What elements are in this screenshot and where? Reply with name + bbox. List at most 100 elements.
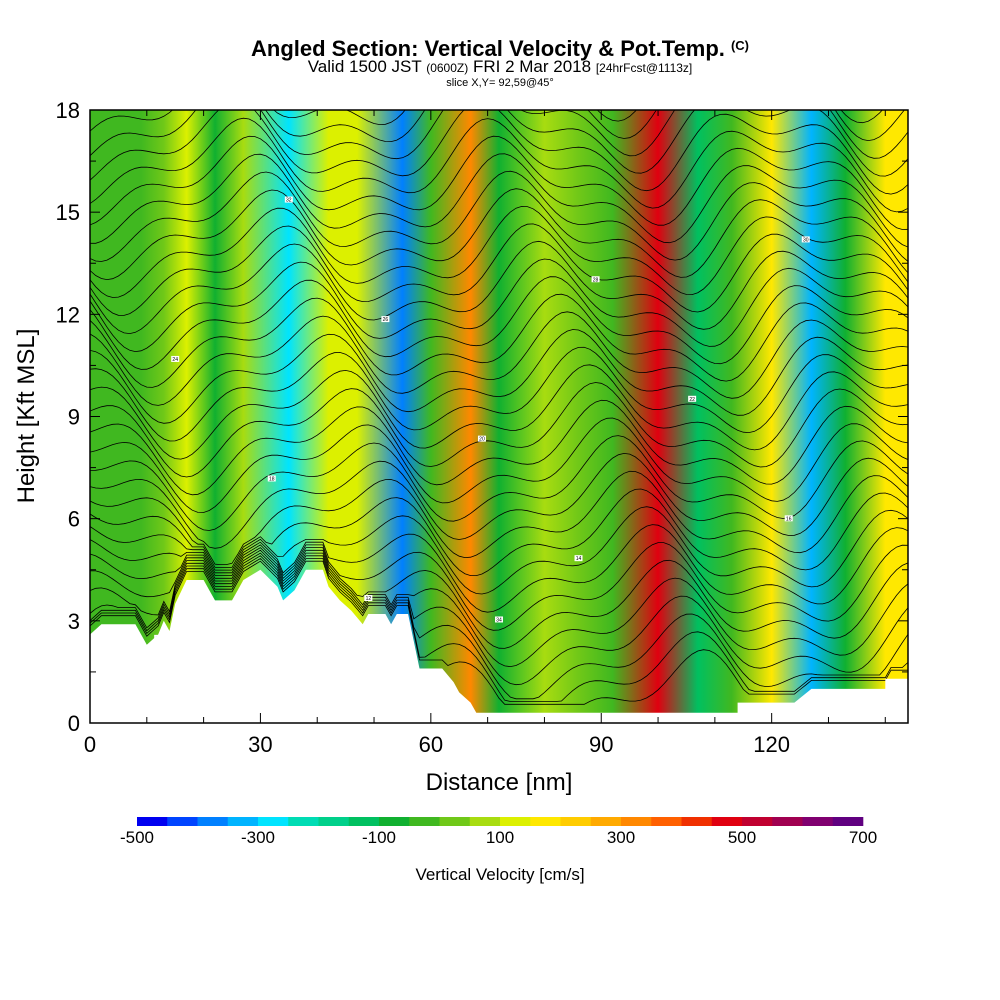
theta-label-box (784, 515, 793, 522)
colorbar-swatch (197, 817, 229, 826)
colorbar-tick-label: -500 (120, 828, 154, 847)
theta-label-box (495, 616, 503, 623)
x-tick-label: 120 (753, 732, 790, 757)
valid-date: FRI 2 Mar 2018 (472, 57, 592, 76)
theta-label: 26 (383, 317, 389, 323)
y-tick-label: 18 (56, 98, 80, 123)
theta-label-box (574, 555, 583, 562)
theta-contour (90, 311, 908, 406)
theta-label: 20 (479, 437, 485, 443)
theta-contour (90, 346, 908, 442)
theta-contour (90, 549, 908, 668)
terrain (90, 569, 908, 723)
colorbar-label: Vertical Velocity [cm/s] (415, 865, 584, 884)
theta-contour (90, 276, 908, 370)
colorbar-swatch (137, 817, 168, 826)
x-tick-label: 90 (589, 732, 613, 757)
chart-title: Angled Section: Vertical Velocity & Pot.… (0, 36, 1000, 62)
colorbar-swatch (439, 817, 471, 826)
theta-label-box (267, 475, 276, 482)
theta-contour (90, 560, 908, 705)
y-tick-label: 12 (56, 302, 80, 327)
slice-info: slice X,Y= 92,59@45° (446, 77, 554, 89)
theta-contour (90, 542, 908, 631)
x-tick-label: 60 (419, 732, 443, 757)
plot-area: 10121416182022242628303234 (90, 110, 908, 723)
theta-label: 30 (803, 237, 809, 243)
colorbar-swatch (832, 817, 864, 826)
colorbar-swatch (590, 817, 622, 826)
colorbar-swatch (772, 817, 803, 826)
theta-contour (90, 557, 908, 702)
colorbar-swatch (318, 817, 350, 826)
colorbar-swatch (742, 817, 773, 826)
theta-contour (90, 170, 908, 262)
y-tick-label: 15 (56, 200, 80, 225)
chart-subtitle: Valid 1500 JST (0600Z) FRI 2 Mar 2018 [2… (0, 58, 1000, 77)
theta-contour (90, 488, 908, 576)
x-tick-label: 0 (84, 732, 96, 757)
colorbar-swatch (802, 817, 834, 826)
y-tick-label: 0 (68, 711, 80, 736)
theta-contour (90, 329, 908, 424)
colorbar-tick-label: 100 (486, 828, 514, 847)
theta-contour (90, 452, 908, 549)
theta-contour (90, 188, 908, 281)
theta-label-box (381, 316, 390, 323)
theta-contour (90, 293, 908, 388)
colorbar-swatch (621, 817, 652, 826)
colorbar-swatch (651, 817, 682, 826)
theta-label: 32 (286, 198, 292, 204)
theta-contour (90, 435, 908, 531)
x-tick-label: 30 (248, 732, 272, 757)
theta-label-box (364, 595, 373, 602)
colorbar-swatch (348, 817, 380, 826)
theta-label-box (284, 196, 293, 203)
theta-contour (90, 399, 908, 496)
y-tick-label: 9 (68, 405, 80, 430)
y-axis: 0 3 6 9 12 15 18 (56, 98, 908, 736)
colorbar-swatch (711, 817, 743, 826)
colorbar-tick-label: -100 (362, 828, 396, 847)
theta-label: 28 (593, 277, 599, 283)
theta-contour (90, 117, 908, 213)
colorbar-swatch (409, 817, 440, 826)
theta-contour (90, 470, 908, 565)
theta-label-box (477, 435, 486, 442)
theta-label: 24 (172, 357, 178, 363)
colorbar-swatch (258, 817, 289, 826)
theta-contour (90, 552, 908, 686)
theta-label: 16 (786, 516, 792, 522)
chart-title-mark: (C) (730, 38, 749, 53)
theta-label: 14 (576, 556, 582, 562)
theta-contour (90, 205, 908, 298)
theta-label-box (171, 355, 180, 362)
theta-label: 18 (269, 476, 275, 482)
colorbar-swatch (469, 817, 501, 826)
theta-label-box (801, 236, 810, 243)
theta-contour (90, 547, 908, 649)
theta-contour (90, 153, 908, 248)
theta-contour (90, 382, 908, 478)
theta-contour (90, 135, 908, 230)
theta-contour (90, 417, 908, 513)
colorbar-swatch (560, 817, 592, 826)
x-axis: 0 30 60 90 120 (84, 110, 886, 757)
theta-contour (90, 506, 908, 595)
theta-contour (90, 555, 908, 700)
theta-label: 12 (366, 596, 372, 602)
colorbar-tick-label: 300 (607, 828, 635, 847)
y-tick-label: 3 (68, 609, 80, 634)
colorbar-swatch (379, 817, 410, 826)
valid-utc: (0600Z) (426, 61, 469, 75)
x-axis-label: Distance [nm] (426, 769, 573, 796)
theta-contour (90, 364, 908, 460)
theta-contour-labels: 10121416182022242628303234 (154, 196, 810, 642)
chart-title-text: Angled Section: Vertical Velocity & Pot.… (251, 36, 725, 61)
theta-label-box (688, 395, 697, 402)
theta-label: 34 (496, 617, 502, 623)
colorbar: -500 -300 -100 100 300 500 700 (120, 817, 877, 847)
theta-contour (596, 110, 883, 124)
theta-contour (90, 240, 908, 335)
